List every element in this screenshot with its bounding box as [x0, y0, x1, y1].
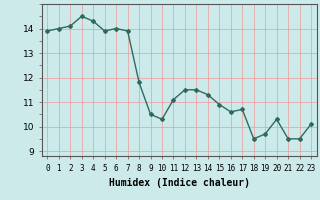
X-axis label: Humidex (Indice chaleur): Humidex (Indice chaleur)	[109, 178, 250, 188]
